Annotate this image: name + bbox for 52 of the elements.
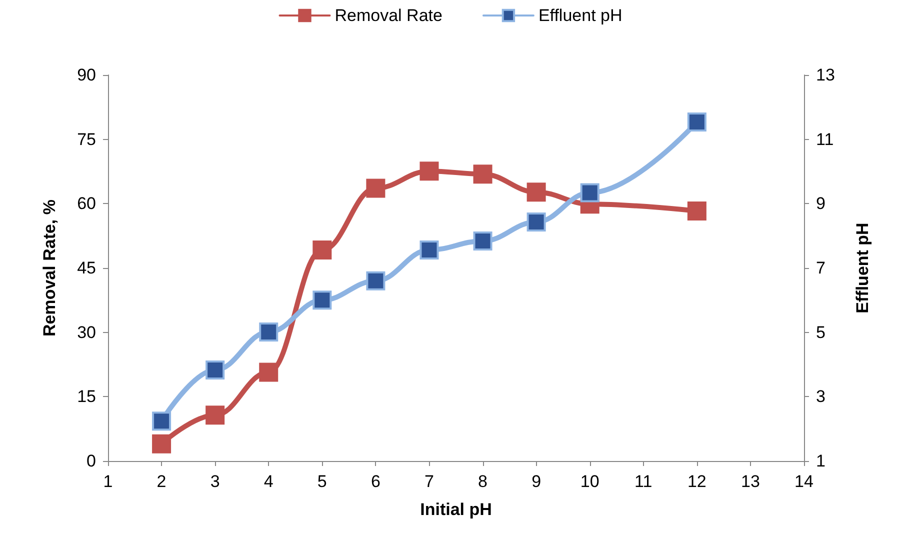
x-tick-label: 3 [210,472,220,491]
x-tick-label: 10 [580,472,600,491]
x-tick-label: 12 [687,472,706,491]
y2-tick-label: 11 [816,130,834,149]
y-tick-label: 15 [77,387,96,406]
y2-tick-label: 13 [816,66,835,84]
x-tick-label: 9 [532,472,542,491]
x-tick-label: 2 [156,472,166,491]
legend-label: Effluent pH [538,6,622,25]
x-tick-label: 6 [370,472,380,491]
point [580,183,600,202]
y-tick-label: 0 [86,452,96,470]
y-tick-label: 90 [77,66,96,84]
x-tick-label: 11 [634,472,652,491]
x-axis-title: Initial pH [420,500,492,519]
y2-tick-label: 5 [816,322,826,342]
y2-tick-label: 9 [816,194,826,214]
point [526,182,546,202]
point [473,231,492,250]
x-tick-label: 13 [741,472,760,491]
point [687,201,706,220]
y-axis-title: Removal Rate, % [40,200,59,336]
x-tick-label: 4 [264,472,274,491]
point [526,212,546,232]
point [366,271,386,290]
point [206,360,225,380]
x-tick-label: 1 [103,472,113,491]
point [152,434,172,454]
point [473,164,492,184]
point [420,162,439,181]
point [366,178,386,198]
y-tick-label: 30 [77,322,96,342]
x-tick-label: 5 [317,472,327,491]
point [687,112,706,132]
legend-label: Removal Rate [334,6,442,25]
x-tick-label: 7 [424,472,434,491]
y-tick-label: 45 [77,258,96,278]
x-tick-label: 14 [794,472,814,491]
x-tick-label: 8 [478,472,488,491]
point [420,240,439,260]
point [206,406,225,425]
y2-tick-label: 1 [816,452,826,470]
y-tick-label: 60 [77,194,96,214]
y2-axis-title: Effluent pH [853,222,872,314]
point [152,412,172,431]
y-tick-label: 75 [77,130,96,149]
point [312,240,332,260]
y2-tick-label: 7 [816,258,826,278]
point [312,290,332,310]
point [259,322,278,342]
y2-tick-label: 3 [816,387,826,406]
point [259,362,278,382]
